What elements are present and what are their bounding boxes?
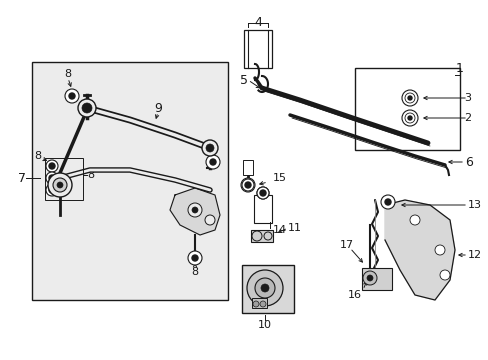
Text: 7-: 7-	[18, 171, 30, 185]
Bar	[250, 230, 272, 242]
Circle shape	[244, 182, 250, 188]
Text: 4: 4	[254, 15, 262, 28]
Circle shape	[48, 173, 72, 197]
Circle shape	[187, 251, 202, 265]
Circle shape	[251, 231, 262, 241]
Circle shape	[46, 160, 58, 172]
Circle shape	[78, 99, 96, 117]
Text: 8: 8	[209, 143, 216, 153]
Bar	[251, 298, 266, 308]
Circle shape	[241, 178, 254, 192]
Circle shape	[242, 179, 253, 191]
Polygon shape	[384, 200, 454, 300]
Text: 8: 8	[34, 151, 41, 161]
Bar	[244, 30, 271, 68]
Polygon shape	[170, 188, 220, 235]
Circle shape	[434, 245, 444, 255]
Bar	[243, 160, 252, 175]
Circle shape	[53, 178, 67, 192]
Circle shape	[65, 89, 79, 103]
Text: 9: 9	[154, 102, 162, 114]
Text: 8: 8	[191, 267, 198, 277]
Circle shape	[205, 144, 214, 152]
Bar	[253, 195, 271, 223]
Text: 1: 1	[455, 62, 463, 75]
Bar	[45, 158, 83, 200]
Circle shape	[252, 301, 259, 307]
Bar	[354, 68, 459, 150]
Circle shape	[260, 301, 265, 307]
Text: 2: 2	[464, 113, 470, 123]
Text: 8: 8	[64, 69, 71, 79]
Circle shape	[366, 275, 372, 281]
Text: 17: 17	[339, 240, 353, 250]
Circle shape	[205, 155, 220, 169]
Text: 5: 5	[240, 73, 247, 86]
Text: 12: 12	[467, 250, 481, 260]
Circle shape	[46, 172, 58, 184]
Text: 6: 6	[464, 156, 472, 168]
Circle shape	[69, 93, 75, 99]
Circle shape	[192, 255, 198, 261]
Circle shape	[384, 199, 390, 205]
Text: 3: 3	[464, 93, 470, 103]
Circle shape	[257, 187, 268, 199]
Circle shape	[407, 96, 411, 100]
Text: 16: 16	[347, 290, 361, 300]
Circle shape	[404, 93, 414, 103]
Circle shape	[49, 187, 55, 193]
Circle shape	[49, 175, 55, 181]
Circle shape	[46, 184, 58, 196]
Circle shape	[246, 270, 283, 306]
Circle shape	[261, 284, 268, 292]
Circle shape	[49, 163, 55, 169]
Circle shape	[404, 113, 414, 123]
Circle shape	[362, 271, 376, 285]
Text: 11: 11	[287, 223, 302, 233]
Circle shape	[57, 182, 63, 188]
Circle shape	[254, 278, 274, 298]
Circle shape	[202, 140, 218, 156]
Circle shape	[260, 190, 265, 196]
Bar	[32, 62, 227, 300]
Text: 10: 10	[258, 320, 271, 330]
Circle shape	[82, 103, 92, 113]
Text: 14: 14	[272, 225, 286, 235]
Circle shape	[439, 270, 449, 280]
Circle shape	[257, 187, 268, 199]
Circle shape	[380, 195, 394, 209]
Circle shape	[409, 215, 419, 225]
Circle shape	[407, 116, 411, 120]
Bar	[242, 265, 293, 313]
Bar	[361, 268, 391, 290]
Text: 8: 8	[87, 170, 94, 180]
Circle shape	[209, 159, 216, 165]
Text: 13: 13	[467, 200, 481, 210]
Circle shape	[192, 207, 198, 213]
Circle shape	[264, 232, 271, 240]
Text: 15: 15	[272, 173, 286, 183]
Circle shape	[187, 203, 202, 217]
Circle shape	[204, 215, 215, 225]
